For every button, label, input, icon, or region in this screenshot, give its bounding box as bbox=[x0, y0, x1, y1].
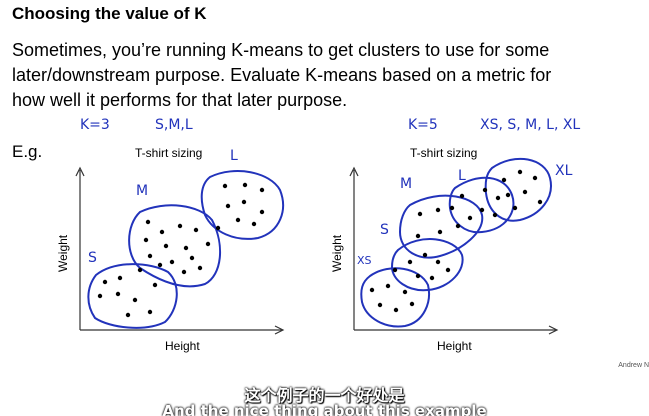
right-label-l: L bbox=[458, 168, 466, 184]
right-plot-xlabel: Height bbox=[437, 339, 472, 353]
left-points bbox=[97, 182, 265, 318]
left-label-s: S bbox=[88, 250, 97, 266]
right-clusters bbox=[360, 158, 552, 328]
left-plot-title: T-shirt sizing bbox=[135, 146, 203, 160]
right-cluster-s bbox=[390, 238, 464, 292]
left-annotation-k: K=3 bbox=[80, 117, 110, 133]
author-credit: Andrew N bbox=[618, 362, 649, 369]
body-line-3: how well it performs for that later purp… bbox=[12, 90, 348, 110]
left-plot-xlabel: Height bbox=[165, 339, 200, 353]
right-label-m: M bbox=[400, 176, 412, 192]
right-annotation-sizes: XS, S, M, L, XL bbox=[480, 117, 580, 133]
left-label-l: L bbox=[230, 148, 238, 164]
left-annotation-sizes: S,M,L bbox=[155, 117, 193, 133]
right-label-xl: XL bbox=[555, 163, 573, 179]
left-cluster-s bbox=[87, 263, 178, 329]
left-label-m: M bbox=[136, 183, 148, 199]
left-cluster-m bbox=[128, 204, 222, 288]
body-line-1: Sometimes, you’re running K-means to get… bbox=[12, 40, 550, 60]
body-line-2: later/downstream purpose. Evaluate K-mea… bbox=[12, 65, 552, 85]
right-cluster-xs bbox=[360, 267, 430, 328]
right-cluster-l bbox=[448, 176, 515, 234]
right-points bbox=[369, 169, 543, 313]
subtitle-english: And the nice thing about this example bbox=[162, 402, 487, 416]
right-axes bbox=[349, 166, 559, 335]
right-cluster-m bbox=[398, 194, 484, 259]
left-clusters bbox=[87, 170, 284, 329]
subtitle-chinese: 这个例子的一个好处是 bbox=[244, 386, 405, 405]
right-label-s: S bbox=[380, 222, 389, 238]
eg-label: E.g. bbox=[12, 142, 43, 161]
slide-title: Choosing the value of K bbox=[12, 4, 207, 23]
left-cluster-l bbox=[200, 170, 284, 240]
left-axes bbox=[75, 166, 285, 335]
plots-canvas: K=3 S,M,L S M L K=5 XS, S, M, L, XL XS S… bbox=[75, 117, 580, 335]
right-annotation-k: K=5 bbox=[408, 117, 438, 133]
right-cluster-xl bbox=[484, 158, 552, 222]
right-plot-title: T-shirt sizing bbox=[410, 146, 478, 160]
right-label-xs: XS bbox=[357, 254, 372, 267]
